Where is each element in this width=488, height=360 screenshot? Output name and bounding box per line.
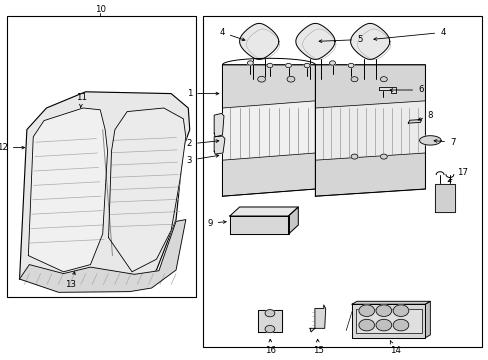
Polygon shape bbox=[214, 136, 224, 154]
Polygon shape bbox=[434, 184, 454, 212]
Text: 13: 13 bbox=[65, 272, 76, 289]
Polygon shape bbox=[425, 301, 429, 338]
Polygon shape bbox=[419, 136, 440, 145]
Text: 17: 17 bbox=[447, 168, 467, 182]
Polygon shape bbox=[295, 23, 334, 59]
Text: 16: 16 bbox=[265, 339, 276, 355]
Text: 12: 12 bbox=[0, 143, 24, 152]
Bar bbox=[355, 309, 421, 333]
Polygon shape bbox=[214, 113, 224, 137]
Circle shape bbox=[392, 305, 408, 316]
Circle shape bbox=[304, 63, 309, 68]
Circle shape bbox=[380, 77, 386, 82]
Polygon shape bbox=[20, 92, 189, 290]
Text: 2: 2 bbox=[186, 139, 218, 148]
Text: 6: 6 bbox=[389, 85, 423, 94]
Circle shape bbox=[329, 61, 335, 65]
Text: 1: 1 bbox=[186, 89, 218, 98]
Circle shape bbox=[286, 76, 294, 82]
Polygon shape bbox=[315, 65, 425, 196]
Text: 10: 10 bbox=[95, 4, 105, 13]
Polygon shape bbox=[288, 207, 298, 234]
Polygon shape bbox=[222, 153, 315, 196]
Text: 14: 14 bbox=[389, 341, 400, 355]
Polygon shape bbox=[350, 23, 389, 59]
Polygon shape bbox=[222, 65, 315, 196]
Bar bbox=[7, 16, 195, 297]
Circle shape bbox=[347, 63, 353, 68]
Circle shape bbox=[264, 325, 274, 333]
Polygon shape bbox=[229, 216, 288, 234]
Polygon shape bbox=[309, 305, 325, 332]
Text: 11: 11 bbox=[76, 93, 86, 107]
Text: 4: 4 bbox=[219, 28, 244, 41]
Circle shape bbox=[358, 305, 374, 316]
Circle shape bbox=[350, 77, 357, 82]
Text: 7: 7 bbox=[433, 138, 454, 147]
Polygon shape bbox=[239, 23, 278, 59]
Polygon shape bbox=[28, 108, 107, 272]
Polygon shape bbox=[20, 220, 185, 292]
Polygon shape bbox=[108, 108, 185, 272]
Text: 3: 3 bbox=[186, 154, 219, 165]
Text: 15: 15 bbox=[312, 339, 323, 355]
Circle shape bbox=[247, 61, 253, 65]
Circle shape bbox=[392, 319, 408, 331]
Polygon shape bbox=[351, 304, 425, 338]
Circle shape bbox=[285, 63, 291, 68]
Text: 5: 5 bbox=[319, 35, 362, 44]
Circle shape bbox=[380, 154, 386, 159]
Polygon shape bbox=[351, 301, 429, 304]
Polygon shape bbox=[407, 120, 421, 123]
Circle shape bbox=[350, 154, 357, 159]
Text: 4: 4 bbox=[373, 28, 445, 40]
Polygon shape bbox=[222, 65, 315, 108]
Circle shape bbox=[257, 76, 265, 82]
Circle shape bbox=[375, 305, 391, 316]
Polygon shape bbox=[229, 207, 298, 216]
Circle shape bbox=[264, 310, 274, 317]
Polygon shape bbox=[258, 310, 281, 332]
Text: 8: 8 bbox=[417, 111, 432, 120]
Polygon shape bbox=[315, 153, 425, 196]
Circle shape bbox=[266, 63, 272, 68]
Circle shape bbox=[358, 319, 374, 331]
Text: 9: 9 bbox=[207, 219, 225, 228]
Polygon shape bbox=[315, 65, 425, 108]
Bar bbox=[203, 16, 481, 347]
Circle shape bbox=[375, 319, 391, 331]
Polygon shape bbox=[378, 87, 395, 93]
